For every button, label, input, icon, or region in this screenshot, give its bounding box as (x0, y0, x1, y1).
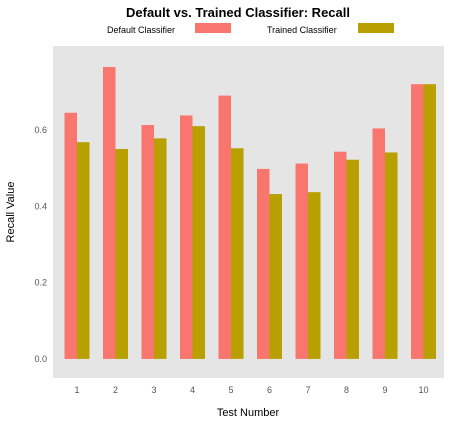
x-tick-label: 8 (344, 385, 349, 395)
y-tick-label: 0.2 (34, 278, 47, 288)
bars (64, 66, 436, 359)
x-tick-label: 3 (151, 385, 156, 395)
x-tick-label: 6 (267, 385, 272, 395)
legend-swatch-trained (358, 23, 394, 33)
legend-label-default: Default Classifier (107, 25, 175, 35)
bar-trained-test-2 (115, 149, 128, 359)
bar-default-test-3 (141, 124, 154, 359)
legend: Default Classifier Trained Classifier (107, 23, 394, 35)
bar-default-test-6 (257, 168, 270, 359)
x-tick-label: 7 (305, 385, 310, 395)
chart-title: Default vs. Trained Classifier: Recall (126, 5, 350, 20)
bar-default-test-5 (218, 95, 231, 359)
bar-trained-test-5 (231, 148, 244, 359)
bar-default-test-7 (295, 163, 308, 359)
x-axis-ticks: 1 2 3 4 5 6 7 8 9 10 (74, 385, 428, 395)
bar-trained-test-10 (423, 84, 436, 359)
x-tick-label: 9 (382, 385, 387, 395)
y-tick-label: 0.0 (34, 354, 47, 364)
x-tick-label: 2 (113, 385, 118, 395)
legend-swatch-default (195, 23, 231, 33)
x-tick-label: 4 (190, 385, 195, 395)
bar-default-test-4 (180, 115, 193, 359)
bar-default-test-2 (103, 66, 116, 359)
bar-trained-test-9 (385, 152, 398, 359)
y-axis-title: Recall Value (5, 182, 17, 243)
x-tick-label: 5 (228, 385, 233, 395)
bar-trained-test-6 (269, 194, 282, 359)
bar-default-test-8 (334, 151, 347, 359)
y-tick-label: 0.6 (34, 125, 47, 135)
x-tick-label: 10 (418, 385, 428, 395)
y-axis-ticks: 0.0 0.2 0.4 0.6 (34, 125, 47, 364)
bar-default-test-9 (372, 128, 385, 359)
x-tick-label: 1 (74, 385, 79, 395)
y-tick-label: 0.4 (34, 201, 47, 211)
bar-trained-test-8 (346, 159, 359, 359)
bar-trained-test-3 (154, 138, 167, 359)
bar-trained-test-7 (308, 192, 321, 359)
bar-default-test-10 (411, 84, 424, 359)
legend-label-trained: Trained Classifier (267, 25, 337, 35)
bar-trained-test-4 (192, 126, 205, 359)
x-axis-title: Test Number (217, 407, 280, 419)
bar-default-test-1 (64, 112, 77, 359)
bar-trained-test-1 (77, 142, 90, 359)
